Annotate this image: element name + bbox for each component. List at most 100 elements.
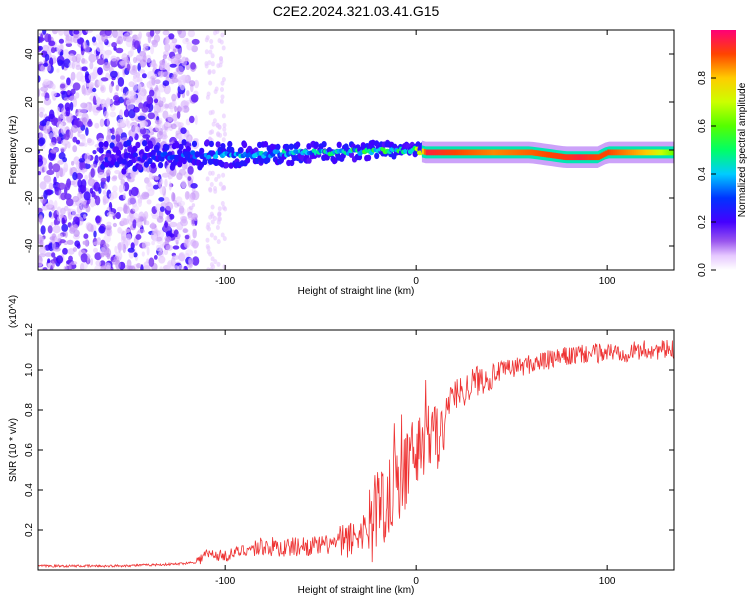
- noise-blob: [102, 190, 107, 195]
- ridge-blob: [213, 154, 219, 160]
- noise-blob: [194, 216, 198, 222]
- noise-blob: [38, 107, 45, 114]
- noise-blob: [171, 93, 177, 102]
- y-tick-label: -40: [24, 238, 35, 253]
- noise-blob: [130, 186, 139, 197]
- ridge-core-segment: [609, 149, 612, 156]
- ridge-core-segment: [515, 149, 518, 156]
- noise-blob: [132, 76, 141, 83]
- noise-blob: [209, 232, 214, 238]
- noise-blob: [89, 61, 94, 70]
- ridge-core-segment: [632, 149, 635, 156]
- noise-blob: [117, 242, 125, 251]
- noise-blob: [51, 260, 55, 269]
- noise-blob: [39, 111, 44, 118]
- ridge-core-segment: [521, 149, 524, 156]
- noise-blob: [60, 147, 66, 153]
- ridge-blob: [162, 151, 168, 157]
- noise-blob: [71, 61, 75, 70]
- ridge-core-segment: [565, 154, 568, 161]
- ridge-core-segment: [526, 149, 530, 156]
- noise-blob: [90, 224, 94, 233]
- ridge-core-segment: [534, 150, 537, 156]
- noise-blob: [215, 122, 220, 128]
- noise-blob: [171, 99, 176, 108]
- noise-blob: [111, 127, 115, 135]
- noise-blob: [148, 172, 153, 180]
- y-tick-label: 40: [24, 48, 35, 60]
- noise-blob: [134, 113, 138, 122]
- noise-blob: [143, 211, 149, 220]
- noise-blob: [38, 207, 43, 214]
- noise-blob: [67, 89, 71, 96]
- noise-blob: [117, 77, 125, 87]
- noise-blob: [62, 157, 67, 163]
- noise-blob: [180, 218, 188, 227]
- noise-blob: [63, 97, 70, 102]
- noise-blob: [129, 69, 138, 75]
- noise-blob: [110, 55, 117, 62]
- noise-blob: [108, 193, 114, 199]
- noise-blob: [56, 206, 62, 216]
- ridge-core-segment: [452, 149, 455, 156]
- noise-blob: [151, 214, 160, 220]
- noise-blob: [60, 192, 67, 201]
- snr-series-line: [38, 339, 674, 569]
- noise-blob: [103, 243, 110, 248]
- noise-blob: [51, 83, 56, 90]
- ridge-core-segment: [471, 149, 474, 156]
- ridge-core-segment: [462, 149, 465, 156]
- noise-blob: [137, 115, 146, 121]
- noise-blob: [192, 256, 200, 266]
- noise-blob: [209, 262, 214, 268]
- noise-blob: [103, 110, 109, 119]
- ridge-core-segment: [525, 149, 528, 156]
- colorbar-label: Normalized spectral amplitude: [737, 82, 748, 217]
- noise-blob: [162, 30, 170, 36]
- noise-blob: [88, 72, 96, 82]
- noise-blob: [173, 58, 179, 64]
- noise-blob: [204, 63, 209, 69]
- noise-blob: [50, 149, 57, 154]
- noise-blob: [54, 236, 61, 243]
- ridge-core-segment: [643, 149, 646, 156]
- noise-blob: [64, 230, 68, 238]
- noise-blob: [92, 87, 97, 93]
- noise-blob: [190, 183, 198, 189]
- noise-blob: [114, 169, 121, 175]
- ridge-core-segment: [572, 154, 575, 161]
- x-tick-label: 0: [413, 276, 419, 287]
- noise-blob: [209, 44, 214, 50]
- noise-blob: [159, 117, 163, 128]
- noise-blob: [43, 190, 48, 200]
- noise-blob: [122, 192, 126, 200]
- ridge-halo-blob: [245, 157, 251, 164]
- noise-blob: [88, 53, 97, 63]
- ridge-core-segment: [618, 149, 621, 156]
- noise-blob: [164, 121, 170, 127]
- ridge-core-segment: [465, 149, 468, 156]
- spectrogram-marks: [38, 30, 674, 270]
- ridge-halo-blob: [98, 141, 104, 148]
- noise-blob: [191, 203, 196, 208]
- noise-blob: [39, 245, 46, 255]
- noise-blob: [58, 38, 64, 44]
- noise-blob: [207, 226, 211, 232]
- noise-blob: [87, 120, 93, 127]
- noise-blob: [158, 83, 166, 93]
- noise-blob: [187, 30, 196, 38]
- noise-blob: [39, 165, 46, 173]
- ridge-core-segment: [620, 149, 623, 156]
- noise-blob: [153, 98, 159, 104]
- noise-blob: [112, 30, 118, 38]
- noise-blob: [114, 245, 118, 254]
- noise-blob: [38, 45, 43, 51]
- noise-blob: [153, 184, 159, 190]
- noise-blob: [163, 103, 170, 110]
- spectrogram-ticks: -100 0 100 -40 -20 0 20 40: [24, 30, 674, 287]
- noise-blob: [204, 49, 209, 55]
- noise-blob: [213, 235, 218, 241]
- noise-blob: [177, 46, 182, 56]
- noise-blob: [116, 206, 124, 212]
